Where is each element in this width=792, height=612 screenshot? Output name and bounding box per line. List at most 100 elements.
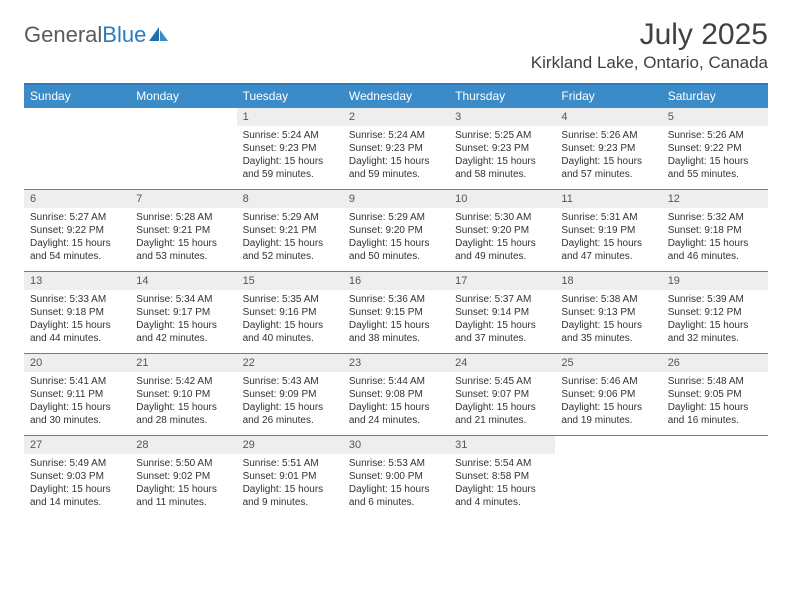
- day-cell: Sunrise: 5:31 AMSunset: 9:19 PMDaylight:…: [555, 208, 661, 272]
- sunset-line: Sunset: 9:03 PM: [30, 470, 124, 483]
- day-number: 29: [237, 436, 343, 455]
- sunset-line: Sunset: 9:00 PM: [349, 470, 443, 483]
- daylight-line: Daylight: 15 hours and 24 minutes.: [349, 401, 443, 427]
- sunset-line: Sunset: 9:22 PM: [30, 224, 124, 237]
- day-cell: Sunrise: 5:24 AMSunset: 9:23 PMDaylight:…: [343, 126, 449, 190]
- sunrise-line: Sunrise: 5:26 AM: [668, 129, 762, 142]
- daynum-row: 2728293031: [24, 436, 768, 455]
- day-cell: Sunrise: 5:53 AMSunset: 9:00 PMDaylight:…: [343, 454, 449, 517]
- day-cell: Sunrise: 5:51 AMSunset: 9:01 PMDaylight:…: [237, 454, 343, 517]
- logo-text-blue: Blue: [102, 22, 146, 48]
- sunset-line: Sunset: 9:17 PM: [136, 306, 230, 319]
- daylight-line: Daylight: 15 hours and 21 minutes.: [455, 401, 549, 427]
- day-cell: Sunrise: 5:30 AMSunset: 9:20 PMDaylight:…: [449, 208, 555, 272]
- sunset-line: Sunset: 9:11 PM: [30, 388, 124, 401]
- day-number: [24, 108, 130, 127]
- day-number: 27: [24, 436, 130, 455]
- sunset-line: Sunset: 9:16 PM: [243, 306, 337, 319]
- sunrise-line: Sunrise: 5:51 AM: [243, 457, 337, 470]
- day-number: 11: [555, 190, 661, 209]
- sunset-line: Sunset: 9:12 PM: [668, 306, 762, 319]
- dayhead-thu: Thursday: [449, 84, 555, 108]
- daylight-line: Daylight: 15 hours and 9 minutes.: [243, 483, 337, 509]
- title-block: July 2025 Kirkland Lake, Ontario, Canada: [531, 18, 768, 73]
- daylight-line: Daylight: 15 hours and 46 minutes.: [668, 237, 762, 263]
- sunrise-line: Sunrise: 5:44 AM: [349, 375, 443, 388]
- day-cell: Sunrise: 5:34 AMSunset: 9:17 PMDaylight:…: [130, 290, 236, 354]
- content-row: Sunrise: 5:27 AMSunset: 9:22 PMDaylight:…: [24, 208, 768, 272]
- sunset-line: Sunset: 9:21 PM: [243, 224, 337, 237]
- sunrise-line: Sunrise: 5:35 AM: [243, 293, 337, 306]
- dayhead-fri: Friday: [555, 84, 661, 108]
- day-number: 13: [24, 272, 130, 291]
- sunset-line: Sunset: 9:23 PM: [455, 142, 549, 155]
- daylight-line: Daylight: 15 hours and 47 minutes.: [561, 237, 655, 263]
- sunrise-line: Sunrise: 5:36 AM: [349, 293, 443, 306]
- day-number: 31: [449, 436, 555, 455]
- day-number: 18: [555, 272, 661, 291]
- daylight-line: Daylight: 15 hours and 59 minutes.: [243, 155, 337, 181]
- sunrise-line: Sunrise: 5:25 AM: [455, 129, 549, 142]
- daynum-row: 6789101112: [24, 190, 768, 209]
- day-number: 12: [662, 190, 768, 209]
- daylight-line: Daylight: 15 hours and 50 minutes.: [349, 237, 443, 263]
- daynum-row: 13141516171819: [24, 272, 768, 291]
- day-cell: Sunrise: 5:26 AMSunset: 9:22 PMDaylight:…: [662, 126, 768, 190]
- day-cell: Sunrise: 5:39 AMSunset: 9:12 PMDaylight:…: [662, 290, 768, 354]
- sunset-line: Sunset: 9:05 PM: [668, 388, 762, 401]
- sunset-line: Sunset: 9:20 PM: [455, 224, 549, 237]
- day-number: 26: [662, 354, 768, 373]
- dayhead-sat: Saturday: [662, 84, 768, 108]
- daylight-line: Daylight: 15 hours and 11 minutes.: [136, 483, 230, 509]
- day-cell: [24, 126, 130, 190]
- logo: GeneralBlue: [24, 18, 170, 48]
- day-cell: Sunrise: 5:29 AMSunset: 9:20 PMDaylight:…: [343, 208, 449, 272]
- sunset-line: Sunset: 9:18 PM: [668, 224, 762, 237]
- sunset-line: Sunset: 9:21 PM: [136, 224, 230, 237]
- day-number: 3: [449, 108, 555, 127]
- content-row: Sunrise: 5:49 AMSunset: 9:03 PMDaylight:…: [24, 454, 768, 517]
- sunrise-line: Sunrise: 5:33 AM: [30, 293, 124, 306]
- sunrise-line: Sunrise: 5:37 AM: [455, 293, 549, 306]
- sunrise-line: Sunrise: 5:38 AM: [561, 293, 655, 306]
- sunset-line: Sunset: 9:13 PM: [561, 306, 655, 319]
- daylight-line: Daylight: 15 hours and 26 minutes.: [243, 401, 337, 427]
- day-cell: Sunrise: 5:42 AMSunset: 9:10 PMDaylight:…: [130, 372, 236, 436]
- day-cell: Sunrise: 5:27 AMSunset: 9:22 PMDaylight:…: [24, 208, 130, 272]
- sunrise-line: Sunrise: 5:43 AM: [243, 375, 337, 388]
- daylight-line: Daylight: 15 hours and 4 minutes.: [455, 483, 549, 509]
- sunrise-line: Sunrise: 5:53 AM: [349, 457, 443, 470]
- daylight-line: Daylight: 15 hours and 59 minutes.: [349, 155, 443, 181]
- sunset-line: Sunset: 9:02 PM: [136, 470, 230, 483]
- daylight-line: Daylight: 15 hours and 28 minutes.: [136, 401, 230, 427]
- daynum-row: 20212223242526: [24, 354, 768, 373]
- day-number: 17: [449, 272, 555, 291]
- content-row: Sunrise: 5:41 AMSunset: 9:11 PMDaylight:…: [24, 372, 768, 436]
- day-cell: Sunrise: 5:50 AMSunset: 9:02 PMDaylight:…: [130, 454, 236, 517]
- day-number: 2: [343, 108, 449, 127]
- day-number: [555, 436, 661, 455]
- daylight-line: Daylight: 15 hours and 55 minutes.: [668, 155, 762, 181]
- day-cell: Sunrise: 5:41 AMSunset: 9:11 PMDaylight:…: [24, 372, 130, 436]
- daylight-line: Daylight: 15 hours and 19 minutes.: [561, 401, 655, 427]
- day-cell: Sunrise: 5:44 AMSunset: 9:08 PMDaylight:…: [343, 372, 449, 436]
- sunrise-line: Sunrise: 5:48 AM: [668, 375, 762, 388]
- day-cell: Sunrise: 5:48 AMSunset: 9:05 PMDaylight:…: [662, 372, 768, 436]
- sunrise-line: Sunrise: 5:24 AM: [349, 129, 443, 142]
- daylight-line: Daylight: 15 hours and 42 minutes.: [136, 319, 230, 345]
- sunrise-line: Sunrise: 5:24 AM: [243, 129, 337, 142]
- day-number: 20: [24, 354, 130, 373]
- day-number: 1: [237, 108, 343, 127]
- day-cell: Sunrise: 5:54 AMSunset: 8:58 PMDaylight:…: [449, 454, 555, 517]
- sunset-line: Sunset: 9:10 PM: [136, 388, 230, 401]
- month-title: July 2025: [531, 18, 768, 51]
- daylight-line: Daylight: 15 hours and 53 minutes.: [136, 237, 230, 263]
- day-number: 30: [343, 436, 449, 455]
- sunrise-line: Sunrise: 5:39 AM: [668, 293, 762, 306]
- sunset-line: Sunset: 9:19 PM: [561, 224, 655, 237]
- sunrise-line: Sunrise: 5:54 AM: [455, 457, 549, 470]
- day-cell: Sunrise: 5:49 AMSunset: 9:03 PMDaylight:…: [24, 454, 130, 517]
- sunrise-line: Sunrise: 5:28 AM: [136, 211, 230, 224]
- sunset-line: Sunset: 9:07 PM: [455, 388, 549, 401]
- sunrise-line: Sunrise: 5:31 AM: [561, 211, 655, 224]
